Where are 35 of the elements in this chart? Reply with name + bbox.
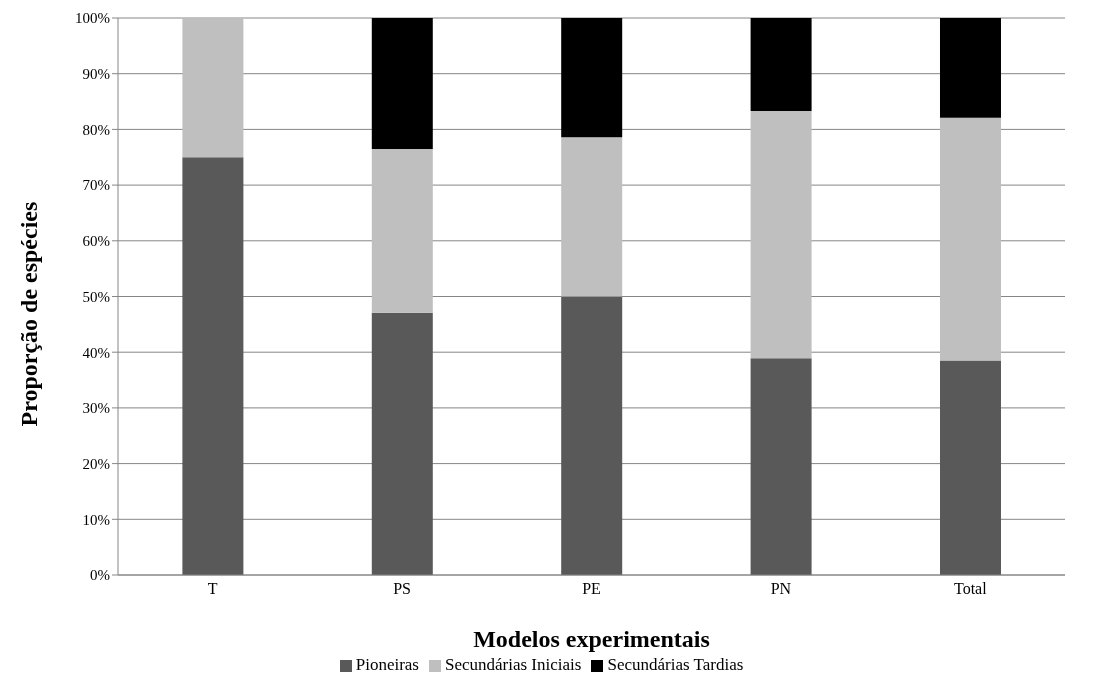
bar <box>940 117 1001 361</box>
legend-label: Secundárias Iniciais <box>444 655 582 674</box>
y-tick-label: 70% <box>82 177 110 194</box>
x-tick-label: Total <box>953 580 988 598</box>
bar <box>561 296 623 575</box>
y-tick-label: 0% <box>90 567 110 584</box>
bar <box>561 137 623 297</box>
x-tick-label: T <box>207 580 218 598</box>
bar <box>371 312 433 575</box>
y-tick-label: 90% <box>82 66 110 83</box>
y-tick-label: 80% <box>82 121 110 138</box>
bar <box>561 18 623 138</box>
bar <box>371 18 433 149</box>
y-tick-label: 50% <box>82 288 110 305</box>
y-tick-label: 20% <box>82 455 110 472</box>
x-axis-title: Modelos experimentais <box>473 626 710 652</box>
bar <box>750 18 812 112</box>
y-tick-label: 100% <box>75 10 110 27</box>
bar <box>182 18 244 158</box>
y-tick-label: 30% <box>82 400 110 417</box>
bar <box>371 148 433 313</box>
bar <box>750 358 812 575</box>
x-tick-label: PN <box>770 580 792 598</box>
bar <box>182 157 244 575</box>
y-axis-title: Proporção de espécies <box>15 201 42 427</box>
y-tick-label: 40% <box>82 344 110 361</box>
legend-label: Secundárias Tardias <box>607 655 744 674</box>
legend-label: Pioneiras <box>355 655 419 674</box>
bar <box>940 360 1001 575</box>
y-tick-label: 60% <box>82 233 110 250</box>
x-tick-label: PS <box>393 580 411 598</box>
bar <box>940 18 1001 118</box>
bar <box>750 111 812 359</box>
y-tick-label: 10% <box>82 511 110 528</box>
x-tick-label: PE <box>582 580 601 598</box>
